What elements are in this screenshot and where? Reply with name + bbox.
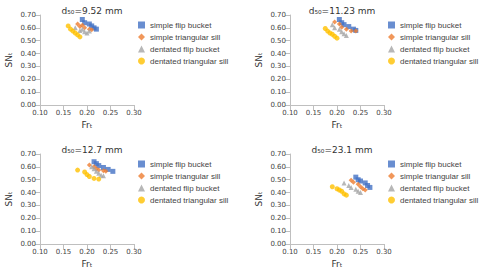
svg-text:0.50: 0.50 xyxy=(20,37,36,45)
svg-text:0.50: 0.50 xyxy=(270,176,286,184)
svg-text:d₅₀=23.1 mm: d₅₀=23.1 mm xyxy=(312,145,373,155)
svg-text:0.20: 0.20 xyxy=(270,214,286,222)
svg-text:simple flip bucket: simple flip bucket xyxy=(400,160,462,169)
svg-text:simple triangular sill: simple triangular sill xyxy=(400,33,470,42)
svg-text:0.25: 0.25 xyxy=(103,248,119,256)
svg-text:0.30: 0.30 xyxy=(20,201,36,209)
svg-text:dentated triangular sill: dentated triangular sill xyxy=(150,196,228,205)
svg-text:0.60: 0.60 xyxy=(270,163,286,171)
svg-text:0.25: 0.25 xyxy=(353,109,369,117)
svg-text:d₅₀=9.52 mm: d₅₀=9.52 mm xyxy=(62,6,123,16)
svg-text:0.40: 0.40 xyxy=(20,189,36,197)
svg-text:0.30: 0.30 xyxy=(270,201,286,209)
svg-text:simple triangular sill: simple triangular sill xyxy=(150,33,220,42)
svg-text:0.30: 0.30 xyxy=(376,109,392,117)
svg-text:Frₜ: Frₜ xyxy=(332,120,343,130)
svg-text:0.15: 0.15 xyxy=(306,109,322,117)
svg-text:0.15: 0.15 xyxy=(56,109,72,117)
svg-text:dentated flip bucket: dentated flip bucket xyxy=(400,184,470,193)
svg-text:0.60: 0.60 xyxy=(20,163,36,171)
svg-text:0.10: 0.10 xyxy=(270,88,286,96)
svg-text:simple flip bucket: simple flip bucket xyxy=(150,160,212,169)
svg-text:0.50: 0.50 xyxy=(270,37,286,45)
svg-text:dentated triangular sill: dentated triangular sill xyxy=(400,57,478,66)
svg-text:dentated triangular sill: dentated triangular sill xyxy=(400,196,478,205)
svg-text:0.20: 0.20 xyxy=(329,109,345,117)
svg-text:simple flip bucket: simple flip bucket xyxy=(150,21,212,30)
svg-text:0.15: 0.15 xyxy=(56,248,72,256)
svg-text:0.50: 0.50 xyxy=(20,176,36,184)
svg-text:0.40: 0.40 xyxy=(270,189,286,197)
svg-text:dentated flip bucket: dentated flip bucket xyxy=(150,45,220,54)
svg-text:0.10: 0.10 xyxy=(20,88,36,96)
svg-text:0.10: 0.10 xyxy=(32,109,48,117)
svg-text:Frₜ: Frₜ xyxy=(332,259,343,269)
svg-text:0.30: 0.30 xyxy=(270,62,286,70)
svg-text:0.30: 0.30 xyxy=(376,248,392,256)
svg-text:simple flip bucket: simple flip bucket xyxy=(400,21,462,30)
svg-text:0.40: 0.40 xyxy=(20,50,36,58)
svg-text:0.00: 0.00 xyxy=(270,240,286,248)
svg-text:0.10: 0.10 xyxy=(270,227,286,235)
svg-text:simple triangular sill: simple triangular sill xyxy=(150,172,220,181)
svg-text:simple triangular sill: simple triangular sill xyxy=(400,172,470,181)
svg-text:0.25: 0.25 xyxy=(103,109,119,117)
svg-text:0.00: 0.00 xyxy=(20,240,36,248)
svg-text:dentated flip bucket: dentated flip bucket xyxy=(150,184,220,193)
svg-text:d₅₀=12.7 mm: d₅₀=12.7 mm xyxy=(62,145,123,155)
svg-text:0.60: 0.60 xyxy=(20,24,36,32)
svg-text:0.10: 0.10 xyxy=(282,248,298,256)
svg-text:SNₜ: SNₜ xyxy=(254,191,264,206)
svg-text:0.10: 0.10 xyxy=(32,248,48,256)
svg-text:0.70: 0.70 xyxy=(20,150,36,158)
svg-text:Frₜ: Frₜ xyxy=(82,120,93,130)
svg-text:SNₜ: SNₜ xyxy=(254,52,264,67)
svg-text:0.20: 0.20 xyxy=(79,248,95,256)
svg-text:0.20: 0.20 xyxy=(329,248,345,256)
svg-text:Frₜ: Frₜ xyxy=(82,259,93,269)
svg-text:0.70: 0.70 xyxy=(270,150,286,158)
svg-text:0.40: 0.40 xyxy=(270,50,286,58)
svg-text:0.20: 0.20 xyxy=(20,75,36,83)
svg-text:d₅₀=11.23 mm: d₅₀=11.23 mm xyxy=(309,6,376,16)
svg-text:0.10: 0.10 xyxy=(282,109,298,117)
svg-text:0.20: 0.20 xyxy=(270,75,286,83)
svg-text:0.20: 0.20 xyxy=(79,109,95,117)
svg-text:0.25: 0.25 xyxy=(353,248,369,256)
svg-text:0.20: 0.20 xyxy=(20,214,36,222)
svg-text:0.30: 0.30 xyxy=(126,248,142,256)
svg-text:0.00: 0.00 xyxy=(270,101,286,109)
svg-text:0.15: 0.15 xyxy=(306,248,322,256)
svg-text:0.00: 0.00 xyxy=(20,101,36,109)
svg-text:dentated triangular sill: dentated triangular sill xyxy=(150,57,228,66)
svg-text:0.60: 0.60 xyxy=(270,24,286,32)
svg-text:0.30: 0.30 xyxy=(126,109,142,117)
svg-text:0.70: 0.70 xyxy=(270,11,286,19)
svg-text:0.30: 0.30 xyxy=(20,62,36,70)
svg-text:SNₜ: SNₜ xyxy=(4,191,14,206)
svg-text:dentated flip bucket: dentated flip bucket xyxy=(400,45,470,54)
svg-text:0.70: 0.70 xyxy=(20,11,36,19)
svg-text:0.10: 0.10 xyxy=(20,227,36,235)
svg-text:SNₜ: SNₜ xyxy=(4,52,14,67)
